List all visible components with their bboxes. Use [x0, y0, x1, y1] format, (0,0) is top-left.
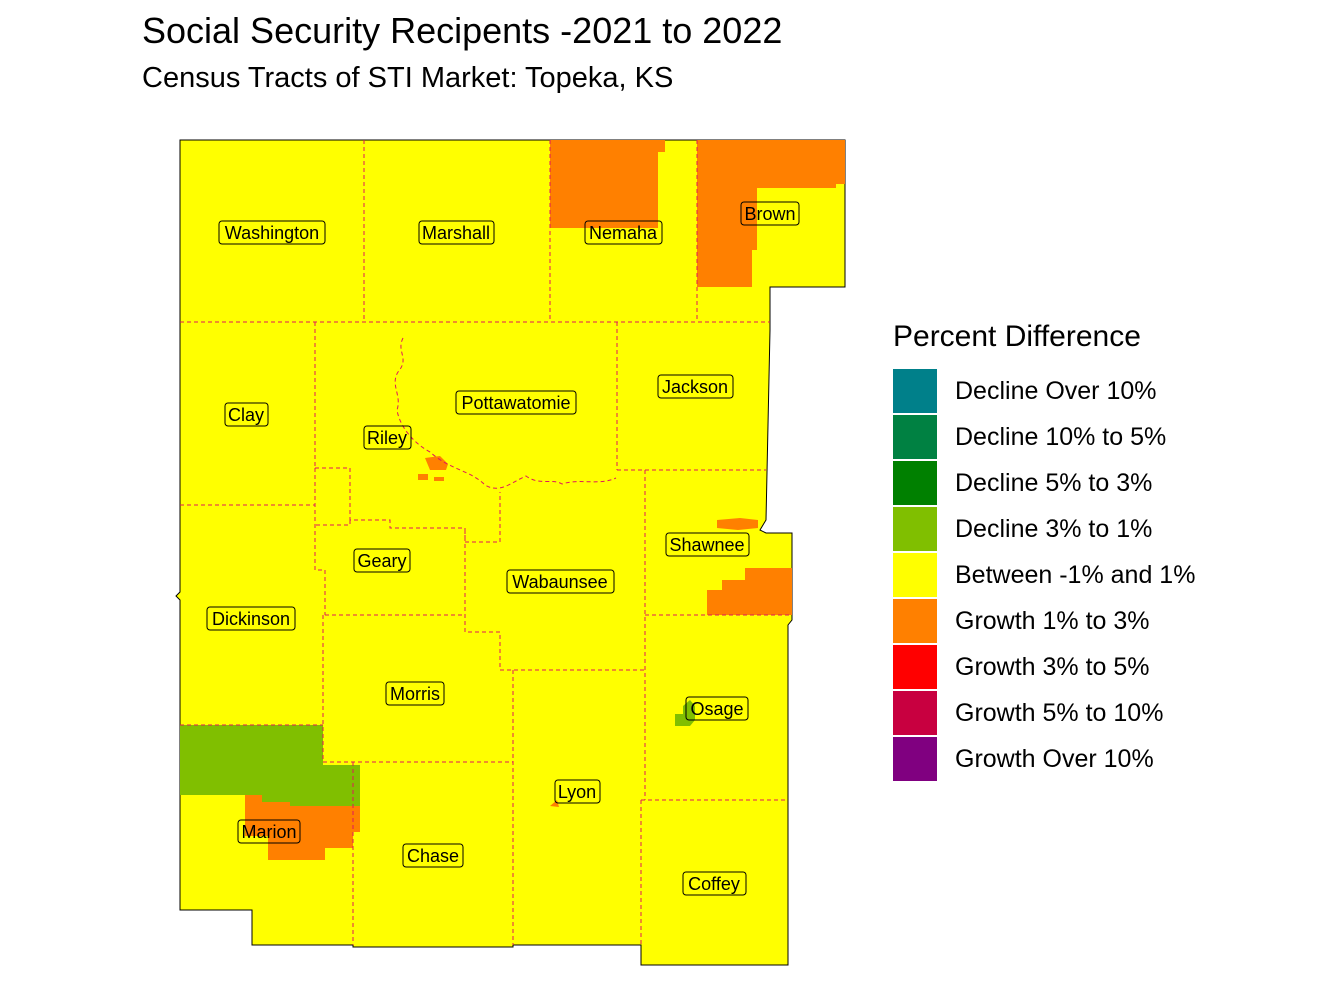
- svg-text:Jackson: Jackson: [662, 377, 728, 397]
- tract-lyon-growth: [550, 800, 559, 807]
- legend-item: Growth 1% to 3%: [893, 598, 1195, 644]
- svg-text:Osage: Osage: [690, 699, 743, 719]
- legend-swatch: [893, 507, 937, 551]
- county-label-dickinson: Dickinson: [206, 606, 296, 631]
- county-label-riley: Riley: [363, 425, 412, 450]
- tract-riley-growth: [418, 456, 448, 481]
- county-label-wabaunsee: Wabaunsee: [506, 569, 615, 594]
- county-label-morris: Morris: [385, 681, 445, 706]
- legend-item: Decline Over 10%: [893, 368, 1195, 414]
- county-label-coffey: Coffey: [682, 871, 747, 896]
- legend-swatch: [893, 461, 937, 505]
- svg-text:Clay: Clay: [228, 405, 264, 425]
- svg-text:Marion: Marion: [241, 822, 296, 842]
- svg-text:Coffey: Coffey: [688, 874, 740, 894]
- legend-label: Between -1% and 1%: [955, 560, 1196, 589]
- county-label-pottawatomie: Pottawatomie: [455, 390, 577, 415]
- legend-swatch: [893, 737, 937, 781]
- legend-label: Decline 3% to 1%: [955, 514, 1153, 543]
- tract-shawnee-small-growth: [717, 518, 758, 530]
- legend-label: Growth 3% to 5%: [955, 652, 1150, 681]
- svg-text:Chase: Chase: [407, 846, 459, 866]
- svg-text:Morris: Morris: [390, 684, 440, 704]
- svg-text:Wabaunsee: Wabaunsee: [512, 572, 607, 592]
- county-label-chase: Chase: [402, 843, 464, 868]
- legend-swatch: [893, 599, 937, 643]
- region-base: [175, 139, 846, 966]
- legend-label: Decline 10% to 5%: [955, 422, 1167, 451]
- svg-text:Geary: Geary: [357, 551, 406, 571]
- legend-item: Growth 3% to 5%: [893, 644, 1195, 690]
- legend-label: Decline 5% to 3%: [955, 468, 1153, 497]
- legend-label: Growth 5% to 10%: [955, 698, 1164, 727]
- map-subtitle: Census Tracts of STI Market: Topeka, KS: [142, 62, 674, 94]
- county-label-jackson: Jackson: [657, 374, 734, 399]
- county-label-geary: Geary: [353, 548, 411, 573]
- svg-text:Brown: Brown: [744, 204, 795, 224]
- county-label-nemaha: Nemaha: [584, 220, 663, 245]
- tract-shawnee-growth: [707, 568, 792, 615]
- svg-text:Pottawatomie: Pottawatomie: [461, 393, 570, 413]
- tract-nemaha-growth: [550, 140, 665, 228]
- legend-item: Decline 10% to 5%: [893, 414, 1195, 460]
- legend-item: Growth Over 10%: [893, 736, 1195, 782]
- county-label-osage: Osage: [685, 696, 749, 721]
- legend-title: Percent Difference: [893, 320, 1141, 353]
- legend-label: Growth Over 10%: [955, 744, 1154, 773]
- county-label-washington: Washington: [218, 220, 326, 245]
- svg-text:Nemaha: Nemaha: [589, 223, 658, 243]
- legend-item: Decline 3% to 1%: [893, 506, 1195, 552]
- legend-swatch: [893, 415, 937, 459]
- county-labels: Washington Marshall Nemaha Brown Clay Ri…: [206, 201, 800, 896]
- county-label-brown: Brown: [740, 201, 800, 226]
- tract-marion-decline: [180, 725, 360, 806]
- legend-swatch: [893, 645, 937, 689]
- legend-swatch: [893, 691, 937, 735]
- map-title: Social Security Recipents -2021 to 2022: [142, 10, 783, 51]
- tract-marion-growth: [245, 795, 360, 860]
- county-boundaries: [180, 140, 792, 945]
- legend-label: Decline Over 10%: [955, 376, 1157, 405]
- legend-item: Between -1% and 1%: [893, 552, 1195, 598]
- svg-text:Shawnee: Shawnee: [669, 535, 744, 555]
- legend-label: Growth 1% to 3%: [955, 606, 1150, 635]
- legend-swatch: [893, 553, 937, 597]
- svg-text:Lyon: Lyon: [558, 782, 596, 802]
- county-label-marshall: Marshall: [418, 220, 495, 245]
- tract-brown-growth: [697, 140, 845, 287]
- county-label-clay: Clay: [224, 402, 269, 427]
- county-label-lyon: Lyon: [554, 779, 601, 804]
- legend: Percent Difference Decline Over 10% Decl…: [893, 320, 1195, 782]
- svg-text:Washington: Washington: [225, 223, 319, 243]
- svg-text:Marshall: Marshall: [422, 223, 490, 243]
- county-label-marion: Marion: [237, 819, 301, 844]
- legend-item: Decline 5% to 3%: [893, 460, 1195, 506]
- svg-text:Dickinson: Dickinson: [212, 609, 290, 629]
- svg-text:Riley: Riley: [367, 428, 407, 448]
- legend-swatch: [893, 369, 937, 413]
- county-label-shawnee: Shawnee: [665, 532, 750, 557]
- legend-item: Growth 5% to 10%: [893, 690, 1195, 736]
